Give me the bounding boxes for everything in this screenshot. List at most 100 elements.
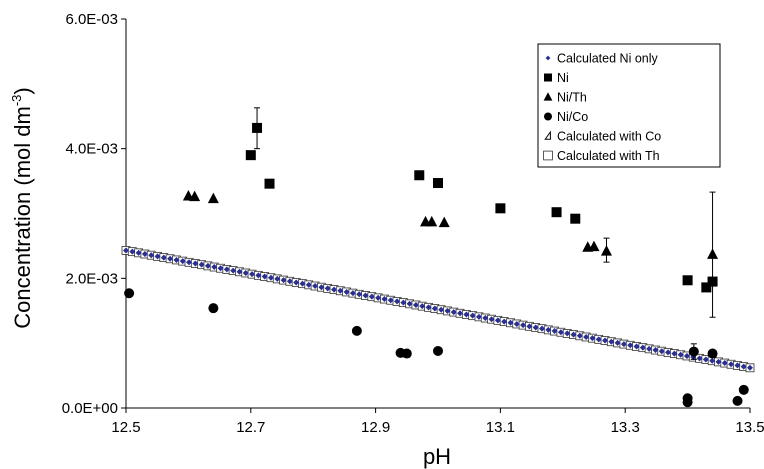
data-point — [646, 345, 653, 352]
data-point — [740, 363, 747, 370]
data-point — [414, 170, 425, 181]
data-point — [312, 283, 319, 290]
data-point — [208, 303, 219, 314]
data-point — [299, 280, 306, 287]
data-point — [230, 267, 237, 274]
data-point — [444, 307, 451, 314]
data-point — [261, 273, 268, 280]
data-point — [123, 247, 129, 254]
error-bars — [254, 107, 716, 360]
data-point — [394, 298, 401, 305]
y-tick-label: 6.0E-03 — [65, 11, 118, 28]
legend-label: Ni/Co — [557, 110, 588, 124]
data-point — [431, 305, 438, 312]
y-axis-title-main: Concentration (mol dm — [10, 106, 35, 329]
data-point — [551, 328, 558, 335]
data-point — [186, 259, 193, 266]
data-point — [375, 294, 382, 301]
data-point — [683, 352, 690, 359]
legend-marker — [543, 92, 553, 101]
legend-marker — [544, 73, 552, 82]
y-tick-label: 0.0E+00 — [62, 400, 118, 417]
data-point — [148, 252, 155, 259]
data-point — [457, 310, 464, 317]
error-bar — [603, 237, 610, 263]
legend-label: Ni — [557, 71, 569, 85]
data-point — [189, 190, 201, 202]
error-bar — [709, 191, 716, 318]
data-point — [286, 278, 293, 285]
data-point — [715, 358, 722, 365]
data-point — [305, 281, 312, 288]
data-point — [551, 207, 562, 218]
data-point — [173, 256, 180, 263]
legend-marker — [544, 130, 551, 140]
data-point — [570, 213, 581, 224]
data-point — [627, 342, 634, 349]
legend-label: Ni/Th — [557, 91, 587, 105]
data-point — [154, 253, 161, 260]
data-point — [589, 335, 596, 342]
data-point — [520, 322, 527, 329]
data-point — [324, 285, 331, 292]
data-point — [526, 323, 533, 330]
data-point — [337, 287, 344, 294]
data-point — [463, 311, 470, 318]
data-point — [419, 303, 426, 310]
data-point — [433, 178, 443, 189]
x-tick-label: 13.3 — [611, 419, 640, 436]
data-point — [576, 332, 583, 339]
data-point — [665, 349, 672, 356]
y-axis-title-close: ) — [10, 87, 35, 94]
data-point — [433, 345, 443, 356]
data-point — [274, 275, 281, 282]
data-point — [135, 249, 142, 256]
data-point — [728, 361, 735, 368]
x-tick-label: 12.7 — [236, 419, 265, 436]
legend-label: Calculated Ni only — [557, 52, 658, 66]
data-point — [438, 306, 445, 313]
data-point — [267, 274, 274, 281]
data-point — [494, 317, 501, 324]
data-point — [124, 288, 135, 299]
series-ni-co — [124, 288, 749, 408]
x-tick-label: 13.5 — [735, 419, 764, 436]
data-point — [356, 291, 363, 298]
data-point — [671, 350, 678, 357]
data-point — [318, 284, 325, 291]
legend-marker — [545, 55, 551, 61]
legend-box — [537, 43, 721, 168]
x-tick-label: 12.9 — [361, 419, 390, 436]
data-point — [696, 355, 703, 362]
data-point — [570, 331, 577, 338]
data-point — [255, 272, 262, 279]
data-point — [331, 286, 337, 293]
data-point — [160, 254, 167, 261]
legend-item: Ni/Th — [543, 91, 587, 105]
data-point — [475, 313, 482, 320]
data-point — [738, 384, 749, 395]
data-point — [482, 315, 489, 322]
data-point — [245, 150, 256, 161]
data-point — [583, 333, 590, 340]
error-bar — [690, 343, 697, 360]
data-point — [488, 316, 495, 323]
x-tick-label: 13.1 — [486, 419, 515, 436]
data-point — [707, 348, 718, 359]
y-axis-title-superscript: -3 — [9, 95, 24, 107]
data-point — [167, 255, 174, 262]
data-point — [507, 319, 514, 326]
data-point — [343, 288, 350, 295]
data-point — [658, 348, 665, 355]
legend-item: Calculated with Th — [543, 149, 660, 163]
data-point — [368, 293, 375, 300]
legend-label: Calculated with Co — [557, 130, 661, 144]
series-calculated-ni-only — [123, 247, 753, 371]
legend-label: Calculated with Th — [557, 149, 660, 163]
data-point — [677, 351, 684, 358]
data-point — [595, 336, 602, 343]
data-point — [425, 304, 432, 311]
legend-marker — [544, 112, 552, 121]
data-point — [652, 347, 659, 354]
